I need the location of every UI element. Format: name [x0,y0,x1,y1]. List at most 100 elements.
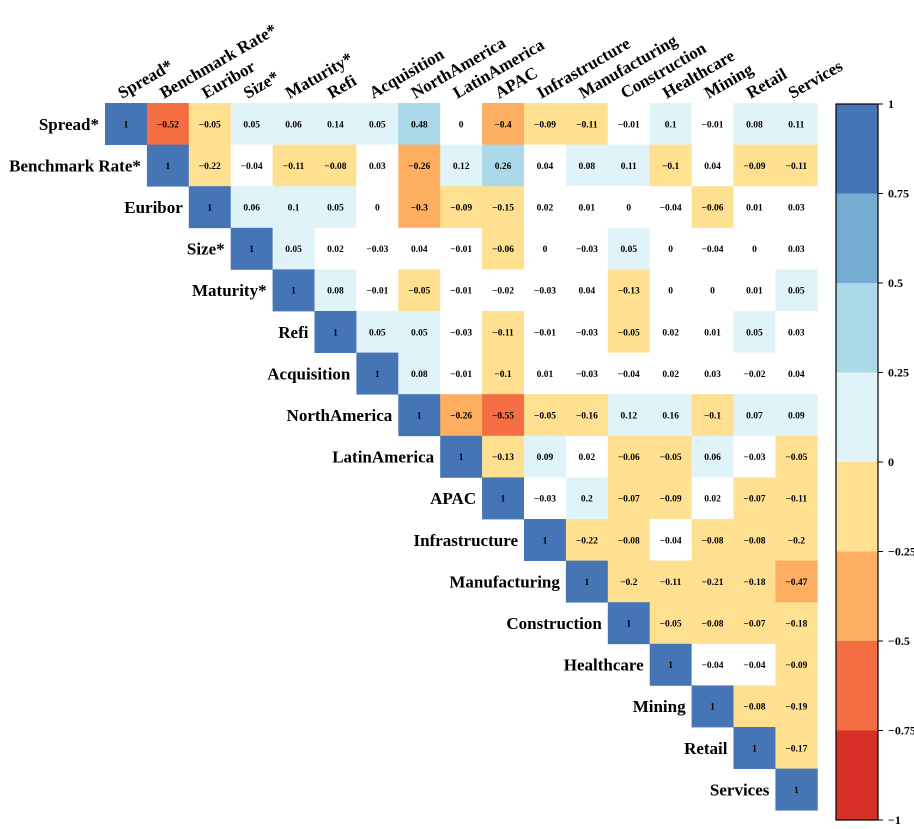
cell-value-label: 0.05 [620,245,637,255]
heatmap-cell [482,477,525,520]
cell-value-label: 0.05 [369,328,386,338]
heatmap-cell [524,352,567,395]
row-label: LatinAmerica [332,448,434,467]
cell-value-label: −0.04 [743,661,765,671]
cell-value-label: −0.04 [702,245,724,255]
cell-value-label: −0.01 [450,245,472,255]
cell-value-label: 0.1 [288,204,300,214]
heatmap-cell [524,269,567,312]
cell-value-label: 0 [710,287,715,297]
heatmap-cell [607,602,651,645]
colorbar-segment [836,193,878,283]
row-label: Spread* [39,115,99,134]
cell-value-label: −0.01 [534,328,556,338]
heatmap-cell [733,643,776,686]
colorbar-tick-label: 1 [888,97,894,111]
cell-value-label: −0.03 [534,495,556,505]
cell-value-label: −0.03 [450,328,472,338]
heatmap-cell [649,643,692,686]
cell-value-label: 0.09 [537,453,554,463]
cell-value-label: −0.03 [576,328,598,338]
cell-value-label: 0.03 [369,162,386,172]
heatmap-cell [524,144,567,187]
heatmap-cell [272,144,315,187]
heatmap-cell [398,269,441,312]
cell-value-label: −0.1 [662,162,680,172]
heatmap-cell [607,144,651,187]
heatmap-cell [691,227,734,270]
heatmap-cell [314,103,357,145]
colorbar-segment [836,462,878,552]
heatmap-cell [607,560,651,603]
heatmap-cell [775,352,818,395]
cell-value-label: 0.11 [788,120,804,130]
colorbar-segment [836,104,878,194]
heatmap-cell [775,269,818,312]
cell-value-label: −0.47 [785,578,807,588]
cell-value-label: −0.08 [618,536,640,546]
heatmap-cell [691,103,734,145]
cell-value-label: −0.01 [366,287,388,297]
heatmap-cell [691,477,734,520]
heatmap-cell [524,435,567,478]
colorbar-tick-label: 0.75 [888,187,909,201]
heatmap-cell [607,435,651,478]
cell-value-label: −0.09 [534,120,556,130]
cell-value-label: 0.12 [453,162,470,172]
cell-value-label: 0.06 [243,204,260,214]
heatmap-cell [733,311,776,353]
cell-value-label: −0.06 [702,204,724,214]
heatmap-cell [565,394,609,437]
cell-value-label: 0.06 [285,120,302,130]
cell-value-label: −0.13 [492,453,514,463]
heatmap-cell [607,186,651,229]
cell-value-label: −0.03 [576,370,598,380]
cell-value-label: 0.02 [662,370,679,380]
cell-value-label: −0.55 [492,412,514,422]
cell-value-label: 0 [543,245,548,255]
cell-value-label: 0.01 [537,370,554,380]
cell-value-label: −0.05 [199,120,221,130]
cell-value-label: −0.11 [492,328,514,338]
heatmap-cell [733,394,776,437]
heatmap-cell [607,227,651,270]
heatmap-cell [314,144,357,187]
cell-value-label: 0.48 [411,120,428,130]
heatmap-cell [398,311,441,353]
heatmap-cell [524,311,567,353]
cell-value-label: −0.03 [366,245,388,255]
heatmap-cell [565,269,609,312]
cell-value-label: 0.04 [704,162,721,172]
colorbar-segment [836,730,878,820]
heatmap-cell [356,269,399,312]
cell-value-label: −0.06 [492,245,514,255]
cell-value-label: 1 [543,536,548,546]
cell-value-label: 0.03 [788,204,805,214]
heatmap-cell [565,352,609,395]
cell-value-label: 0.04 [537,162,554,172]
heatmap-cell [440,311,483,353]
heatmap-cell [565,477,609,520]
cell-value-label: 0.02 [662,328,679,338]
heatmap-cell [691,602,734,645]
cell-value-label: 0.05 [746,328,763,338]
cell-value-label: 0.05 [411,328,428,338]
cell-value-label: −0.09 [743,162,765,172]
cell-value-label: −0.52 [157,120,179,130]
heatmap-cell [607,394,651,437]
heatmap-cell [524,186,567,229]
row-label: Maturity* [192,281,267,300]
cell-value-label: 0 [459,120,464,130]
cell-value-label: −0.03 [576,245,598,255]
heatmap-cell [482,103,525,145]
heatmap-cell [188,103,232,145]
cell-value-label: 0 [626,204,631,214]
heatmap-cell [775,519,818,561]
row-label: Mining [633,697,686,716]
cell-value-label: −0.08 [743,536,765,546]
cell-value-label: 0.11 [621,162,637,172]
cell-value-label: −0.15 [492,204,514,214]
cell-value-label: 0.02 [579,453,596,463]
row-label: Infrastructure [414,531,519,550]
